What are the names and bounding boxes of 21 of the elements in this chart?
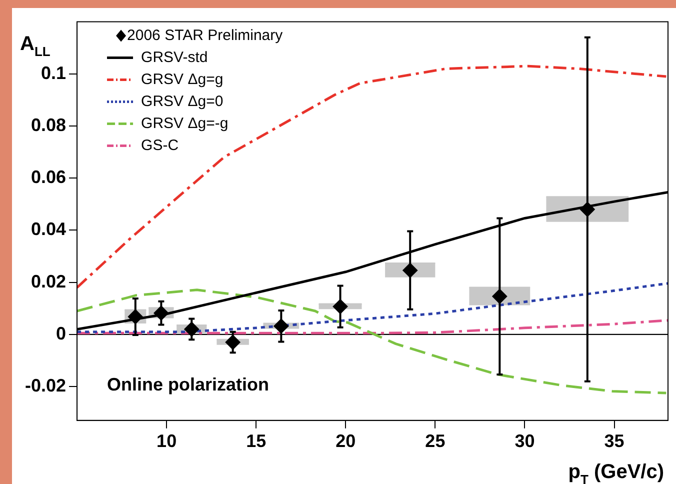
y-tick-label: -0.02 — [24, 376, 66, 396]
legend-label: GRSV Δg=g — [141, 70, 224, 88]
legend-label: GRSV Δg=-g — [141, 114, 228, 132]
legend-label: GRSV Δg=0 — [141, 92, 224, 110]
legend-label: 2006 STAR Preliminary — [127, 26, 284, 44]
x-tick-label: 20 — [336, 431, 356, 452]
y-tick-label: 0.02 — [30, 271, 66, 292]
x-tick-label: 15 — [246, 431, 266, 452]
y-tick-label: 0 — [56, 323, 66, 344]
y-tick-label: 0.1 — [40, 62, 66, 83]
legend-label: GS-C — [141, 136, 179, 154]
x-tick-label: 10 — [156, 431, 177, 452]
x-tick-label: 35 — [604, 431, 624, 452]
x-tick-label: 30 — [514, 431, 535, 452]
y-tick-label: 0.06 — [30, 167, 66, 188]
y-tick-label: 0.08 — [30, 114, 66, 135]
y-tick-label: 0.04 — [30, 219, 66, 240]
annotation: Online polarization — [107, 374, 270, 394]
legend-label: GRSV-std — [141, 48, 208, 66]
x-tick-label: 25 — [425, 431, 446, 452]
line-series — [77, 64, 668, 289]
